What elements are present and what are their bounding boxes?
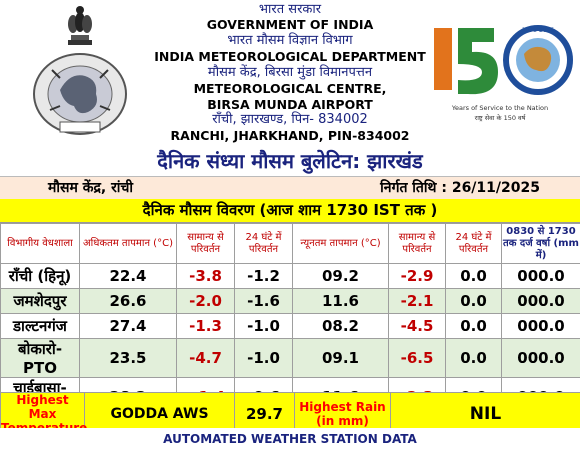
min-24h-change: 0.0 <box>445 313 502 339</box>
airport-english: BIRSA MUNDA AIRPORT <box>207 97 373 112</box>
logo-tagline-english: Years of Service to the Nation <box>451 104 548 112</box>
bulletin-header: भारत सरकार GOVERNMENT OF INDIA भारत मौसम… <box>0 0 580 145</box>
imd-150-years-logo-icon: 1875 2025 Years of Service to the Nation… <box>434 25 573 122</box>
min-24h-change: 0.0 <box>445 263 502 289</box>
min-departure: -2.9 <box>388 263 446 289</box>
logo-years-text: 1875 2025 <box>522 27 555 34</box>
bulletin-title: दैनिक संध्या मौसम बुलेटिन: झारखंड <box>157 149 423 173</box>
col-station: विभागीय वेधशाला <box>0 223 80 264</box>
max-departure: -4.7 <box>176 338 235 378</box>
col-rainfall: 0830 से 1730 तक दर्ज वर्षा (mm में) <box>501 223 580 264</box>
table-header-row: विभागीय वेधशाला अधिकतम तापमान (°C) सामान… <box>0 223 580 264</box>
centre-date-bar: मौसम केंद्र, रांची निर्गत तिथि : 26/11/2… <box>0 176 580 200</box>
rainfall: 000.0 <box>501 263 580 289</box>
max-temp: 22.4 <box>79 263 177 289</box>
min-temp: 08.2 <box>292 313 389 339</box>
rainfall: 000.0 <box>501 338 580 378</box>
rainfall: 000.0 <box>501 313 580 339</box>
imd-seal-icon <box>33 53 127 135</box>
min-24h-change: 0.0 <box>445 288 502 314</box>
station-name: जमशेदपुर <box>0 288 80 314</box>
address-hindi: राँची, झारखण्ड, पिन- 834002 <box>212 112 368 127</box>
max-24h-change: -1.6 <box>234 288 293 314</box>
station-name: डाल्टनगंज <box>0 313 80 339</box>
col-max-temp: अधिकतम तापमान (°C) <box>79 223 177 264</box>
min-temp: 09.2 <box>292 263 389 289</box>
centre-name: मौसम केंद्र, रांची <box>48 180 133 196</box>
national-emblem-icon <box>68 6 92 45</box>
min-temp: 11.6 <box>292 288 389 314</box>
max-temp: 27.4 <box>79 313 177 339</box>
aws-note: AUTOMATED WEATHER STATION DATA <box>0 428 580 450</box>
centre-english: METEOROLOGICAL CENTRE, <box>193 81 387 96</box>
max-temp: 23.5 <box>79 338 177 378</box>
max-departure: -2.0 <box>176 288 235 314</box>
daily-weather-heading: दैनिक मौसम विवरण (आज शाम 1730 IST तक ) <box>0 199 580 223</box>
imd-english: INDIA METEOROLOGICAL DEPARTMENT <box>154 49 426 64</box>
max-temp: 26.6 <box>79 288 177 314</box>
address-english: RANCHI, JHARKHAND, PIN-834002 <box>170 128 410 143</box>
logo-tagline-hindi: राष्ट्र सेवा के 150 वर्ष <box>475 114 527 122</box>
gov-english: GOVERNMENT OF INDIA <box>206 17 374 32</box>
weather-table: विभागीय वेधशाला अधिकतम तापमान (°C) सामान… <box>0 223 580 417</box>
min-temp: 09.1 <box>292 338 389 378</box>
max-24h-change: -1.0 <box>234 313 293 339</box>
table-row: राँची (हिनू) 22.4 -3.8 -1.2 09.2 -2.9 0.… <box>0 263 580 289</box>
max-departure: -3.8 <box>176 263 235 289</box>
max-24h-change: -1.0 <box>234 338 293 378</box>
rainfall: 000.0 <box>501 288 580 314</box>
max-24h-change: -1.2 <box>234 263 293 289</box>
centre-hindi: मौसम केंद्र, बिरसा मुंडा विमानपत्तन <box>207 65 373 80</box>
col-min-temp: न्यूनतम तापमान (°C) <box>292 223 389 264</box>
col-max-departure: सामान्य से परिवर्तन <box>176 223 235 264</box>
min-departure: -4.5 <box>388 313 446 339</box>
min-24h-change: 0.0 <box>445 338 502 378</box>
table-row: बोकारो-PTO 23.5 -4.7 -1.0 09.1 -6.5 0.0 … <box>0 338 580 378</box>
gov-hindi: भारत सरकार <box>258 2 322 17</box>
col-min-24h-change: 24 घंटे में परिवर्तन <box>445 223 502 264</box>
col-min-departure: सामान्य से परिवर्तन <box>388 223 446 264</box>
table-row: जमशेदपुर 26.6 -2.0 -1.6 11.6 -2.1 0.0 00… <box>0 288 580 314</box>
max-departure: -1.3 <box>176 313 235 339</box>
station-name: राँची (हिनू) <box>0 263 80 289</box>
station-name: बोकारो-PTO <box>0 338 80 378</box>
min-departure: -2.1 <box>388 288 446 314</box>
imd-hindi: भारत मौसम विज्ञान विभाग <box>227 33 353 48</box>
table-row: डाल्टनगंज 27.4 -1.3 -1.0 08.2 -4.5 0.0 0… <box>0 313 580 339</box>
col-max-24h-change: 24 घंटे में परिवर्तन <box>234 223 293 264</box>
issue-date: निर्गत तिथि : 26/11/2025 <box>380 180 540 196</box>
min-departure: -6.5 <box>388 338 446 378</box>
